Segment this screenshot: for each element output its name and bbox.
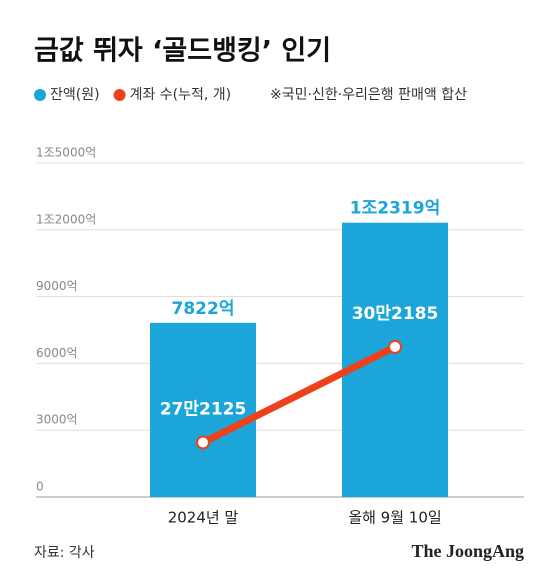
legend-swatch (34, 89, 46, 101)
y-tick-label: 6000억 (36, 346, 78, 360)
y-tick-label: 3000억 (36, 413, 78, 427)
line-value-label: 27만2125 (160, 400, 247, 420)
bar (342, 222, 448, 497)
brand: The JoongAng (411, 541, 524, 561)
line-point (196, 435, 210, 450)
x-tick-label: 2024년 말 (168, 509, 239, 527)
note: ※국민·신한·우리은행 판매액 합산 (270, 87, 467, 103)
x-tick-label: 올해 9월 10일 (348, 509, 441, 527)
legend-swatch (113, 89, 126, 101)
bar-value-label: 7822억 (172, 299, 235, 319)
legend-label: 잔액(원) (50, 87, 100, 103)
source: 자료: 각사 (34, 545, 95, 561)
line-value-label: 30만2185 (352, 304, 439, 324)
y-tick-label: 0 (36, 480, 44, 494)
line (201, 343, 397, 446)
bar-value-label: 1조2319억 (350, 199, 440, 219)
bar (150, 322, 256, 497)
y-tick-label: 1조2000억 (36, 212, 96, 226)
y-tick-label: 9000억 (36, 279, 78, 293)
line-point (388, 339, 402, 354)
legend-label: 계좌 수(누적, 개) (130, 87, 232, 103)
y-tick-label: 1조5000억 (36, 146, 96, 160)
chart-title: 금값 뛰자 ‘골드뱅킹’ 인기 (34, 36, 331, 67)
